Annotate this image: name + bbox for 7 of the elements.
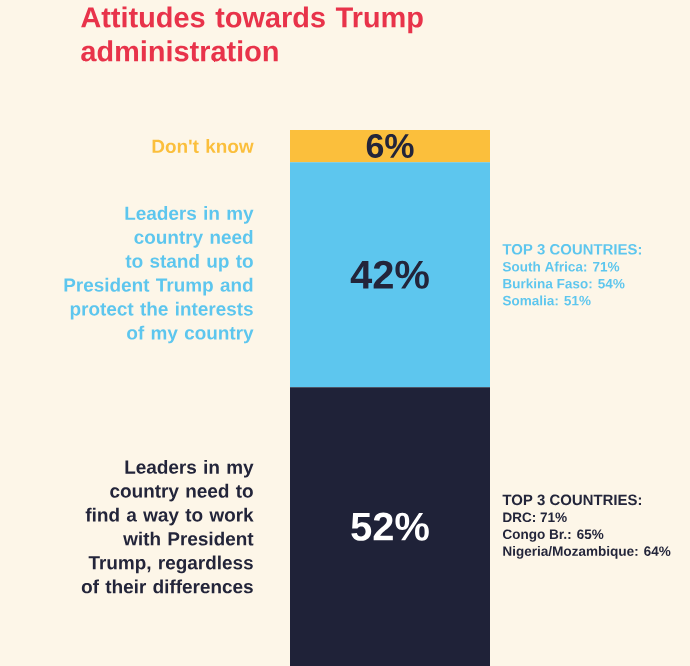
series-label: Don't know <box>152 139 254 154</box>
chart-title: Attitudes towards Trump administration <box>81 6 423 62</box>
data-label: 6% <box>366 133 414 158</box>
series-label: Leaders in my country need to find a way to work with President Trump, regardless of their differences <box>81 459 254 594</box>
series-label: Leaders in my country need to stand up to President Trump and protect the interests of my country <box>64 206 254 344</box>
data-label: 52% <box>351 512 429 541</box>
data-label: 42% <box>350 260 429 289</box>
